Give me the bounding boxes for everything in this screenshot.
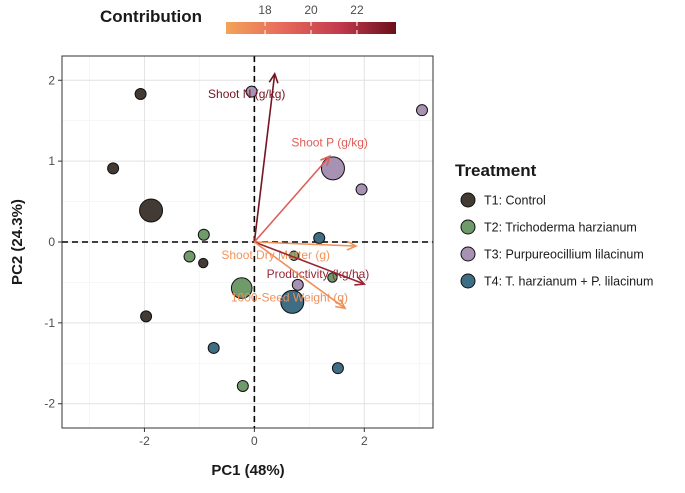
- score-point-t1: [198, 257, 209, 269]
- colorbar: Contribution 18 20 22: [100, 3, 396, 34]
- score-point-t4: [331, 362, 344, 375]
- legend-label: T4: T. harzianum + P. lilacinum: [484, 275, 653, 289]
- score-point-t2: [236, 379, 249, 392]
- score-point-t1: [107, 162, 120, 175]
- score-point-t4: [313, 231, 326, 244]
- legend-title: Treatment: [455, 161, 537, 180]
- score-point-t3: [355, 183, 368, 196]
- score-points: [107, 85, 429, 392]
- score-point-t2: [183, 250, 196, 263]
- score-point-t1: [140, 310, 153, 323]
- loading-vectors: Shoot N (g/kg) Shoot P (g/kg) Shoot Dry Ma…: [208, 71, 370, 310]
- legend-key-t3: [460, 246, 476, 262]
- y-tick-label: -2: [44, 397, 55, 411]
- colorbar-title: Contribution: [100, 7, 202, 26]
- loading-label: Shoot Dry Matter (g): [221, 248, 330, 262]
- loading-arrow-shaft: [253, 241, 346, 309]
- y-axis-title: PC2 (24.3%): [9, 199, 26, 285]
- score-point-t3: [245, 85, 258, 98]
- loading-arrow-shaft: [253, 155, 331, 243]
- loading-arrow-head: [335, 299, 347, 310]
- score-point-t4: [280, 289, 305, 314]
- score-point-t4: [207, 341, 220, 354]
- colorbar-tick-label: 18: [258, 3, 272, 17]
- loading-arrow-shaft: [254, 241, 365, 285]
- legend: Treatment T1: Control T2: Trichoderma har…: [455, 161, 653, 289]
- loading-label: 1000-Seed Weight (g): [231, 290, 348, 304]
- score-point-t2: [327, 272, 338, 283]
- colorbar-tick-label: 20: [304, 3, 318, 17]
- legend-label: T1: Control: [484, 194, 546, 208]
- loading-arrow-head: [320, 154, 331, 167]
- score-point-t3: [320, 156, 345, 181]
- score-point-t3: [416, 104, 429, 117]
- score-point-t1: [139, 198, 164, 223]
- y-axis-ticks: -2 -1 0 1 2: [44, 73, 62, 411]
- legend-label: T3: Purpureocillium lilacinum: [484, 248, 644, 262]
- legend-key-t2: [460, 219, 476, 235]
- y-tick-label: 1: [48, 154, 55, 168]
- plot-panel: Shoot N (g/kg) Shoot P (g/kg) Shoot Dry Ma…: [61, 55, 434, 429]
- loading-arrow-head: [354, 276, 367, 286]
- legend-key-t1: [460, 192, 476, 208]
- legend-key-t4: [460, 273, 476, 289]
- loading-arrow-head: [268, 71, 279, 84]
- colorbar-gradient: [226, 22, 396, 34]
- loading-arrow-shaft: [253, 73, 276, 243]
- y-tick-label: 0: [48, 235, 55, 249]
- score-point-t3: [291, 278, 304, 291]
- loading-arrow-head: [346, 240, 358, 251]
- x-tick-label: -2: [139, 434, 150, 448]
- y-tick-label: 2: [48, 73, 55, 87]
- score-point-t2: [230, 277, 253, 299]
- x-axis-title: PC1 (48%): [211, 462, 284, 479]
- loading-label: Shoot N (g/kg): [208, 87, 285, 101]
- x-tick-label: 2: [361, 434, 368, 448]
- x-axis-ticks: -2 0 2: [139, 428, 368, 448]
- x-tick-label: 0: [251, 434, 258, 448]
- score-point-t1: [134, 88, 147, 101]
- loading-label: Shoot P (g/kg): [291, 135, 368, 149]
- y-tick-label: -1: [44, 316, 55, 330]
- score-point-t2: [197, 228, 210, 241]
- loading-label: Productivity (kg/ha): [267, 267, 370, 281]
- loading-arrow-shaft: [254, 241, 357, 247]
- colorbar-tick-label: 22: [350, 3, 364, 17]
- legend-label: T2: Trichoderma harzianum: [484, 221, 637, 235]
